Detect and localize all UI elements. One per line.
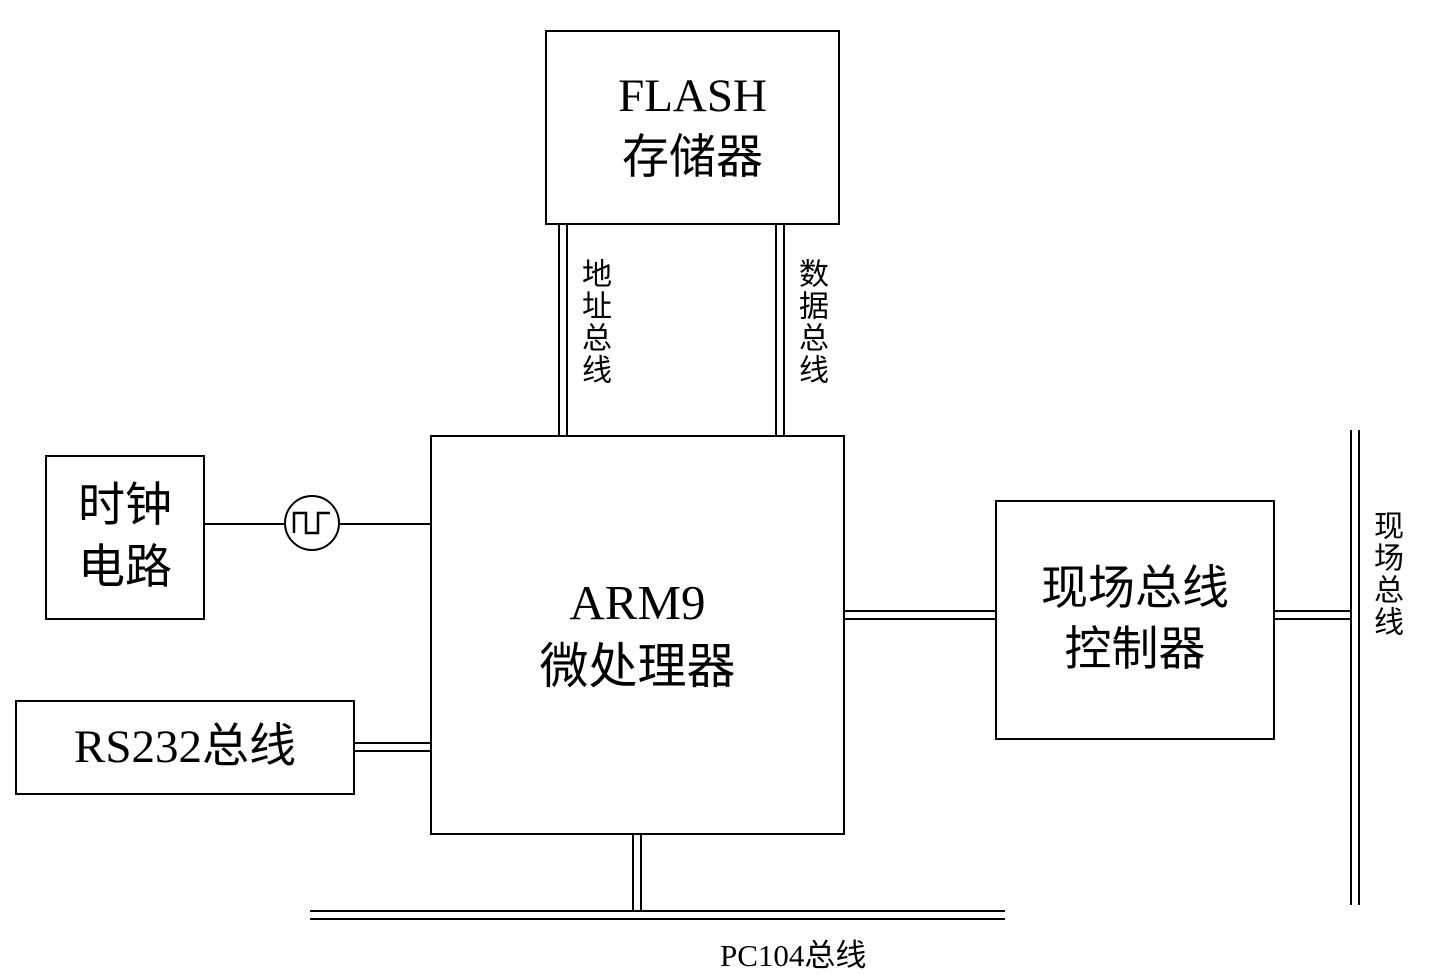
clock-line1: 时钟	[78, 476, 172, 537]
addr-bus-label: 地址总线	[578, 258, 608, 386]
clock-line2: 电路	[78, 538, 172, 599]
clock-wire-right	[339, 523, 430, 525]
fieldbus-line1: 现场总线	[1041, 559, 1229, 620]
cpu-line1: ARM9	[569, 571, 705, 635]
fieldbus-line2: 控制器	[1065, 620, 1206, 681]
rs232-line1: RS232总线	[74, 717, 296, 778]
clock-block: 时钟 电路	[45, 455, 205, 620]
flash-line2: 存储器	[622, 128, 763, 189]
pc104-bus-label: PC104总线	[720, 930, 866, 975]
field-bus-label: 现场总线	[1370, 510, 1400, 638]
field-bus-line	[1350, 430, 1360, 905]
addr-bus-connector	[558, 225, 568, 435]
flash-line1: FLASH	[618, 66, 767, 127]
cpu-pc104-connector	[632, 835, 642, 910]
flash-block: FLASH 存储器	[545, 30, 840, 225]
cpu-block: ARM9 微处理器	[430, 435, 845, 835]
data-bus-label: 数据总线	[795, 258, 825, 386]
cpu-fieldbus-connector	[845, 610, 995, 620]
rs232-cpu-connector	[355, 742, 430, 752]
clock-waveform-icon	[284, 495, 340, 551]
clock-wire-left	[205, 523, 285, 525]
pc104-bus-line	[310, 910, 1005, 920]
fieldbus-block: 现场总线 控制器	[995, 500, 1275, 740]
data-bus-connector	[775, 225, 785, 435]
rs232-block: RS232总线	[15, 700, 355, 795]
fieldbus-out-connector	[1275, 610, 1350, 620]
cpu-line2: 微处理器	[539, 635, 735, 699]
